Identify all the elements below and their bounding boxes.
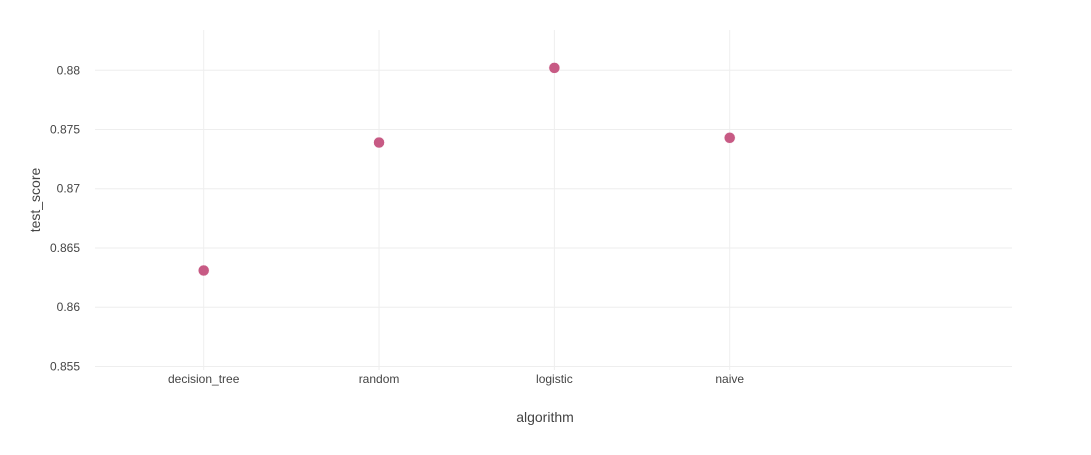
- data-point[interactable]: [548, 62, 561, 74]
- data-point[interactable]: [197, 264, 210, 277]
- y-tick-labels: 0.855 0.86 0.865 0.87 0.875 0.88: [50, 63, 80, 373]
- y-tick-label: 0.88: [57, 63, 81, 77]
- y-tick-label: 0.875: [50, 123, 80, 137]
- x-tick-labels: decision_tree random logistic naive: [168, 372, 744, 386]
- data-point[interactable]: [373, 136, 385, 149]
- y-axis-title: test_score: [27, 167, 43, 232]
- gridlines: [95, 30, 1012, 370]
- y-tick-label: 0.865: [50, 241, 80, 255]
- x-tick-label: naive: [715, 372, 744, 386]
- x-tick-label: decision_tree: [168, 372, 240, 386]
- data-point[interactable]: [723, 132, 736, 144]
- x-axis-title: algorithm: [516, 409, 574, 425]
- x-tick-label: random: [359, 372, 400, 386]
- y-tick-label: 0.87: [57, 182, 81, 196]
- data-points: [197, 62, 736, 277]
- x-tick-label: logistic: [536, 372, 573, 386]
- y-tick-label: 0.86: [57, 300, 81, 314]
- y-tick-label: 0.855: [50, 359, 80, 373]
